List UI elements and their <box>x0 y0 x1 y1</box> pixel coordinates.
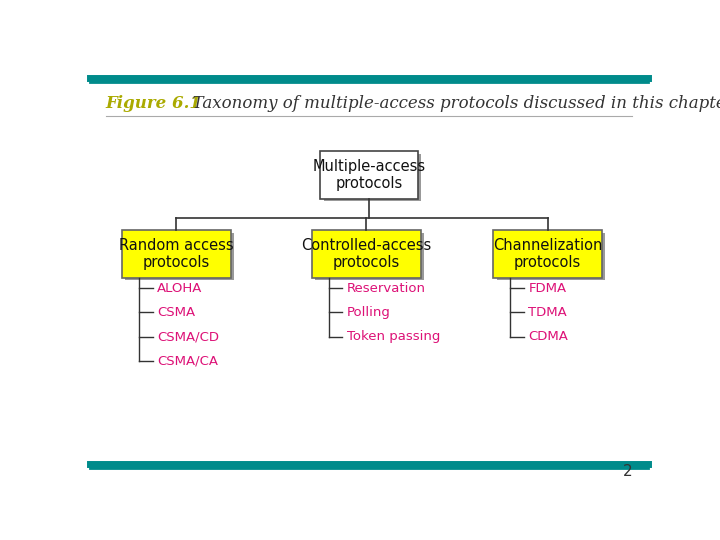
Text: CDMA: CDMA <box>528 330 568 343</box>
FancyBboxPatch shape <box>497 233 606 280</box>
Text: CSMA: CSMA <box>157 306 195 319</box>
Text: Random access
protocols: Random access protocols <box>120 238 234 270</box>
Text: Reservation: Reservation <box>347 282 426 295</box>
Text: FDMA: FDMA <box>528 282 567 295</box>
FancyBboxPatch shape <box>122 230 231 278</box>
FancyBboxPatch shape <box>493 230 602 278</box>
Text: Figure 6.1: Figure 6.1 <box>106 94 202 112</box>
Text: ALOHA: ALOHA <box>157 282 202 295</box>
FancyBboxPatch shape <box>125 233 234 280</box>
Text: Channelization
protocols: Channelization protocols <box>493 238 602 270</box>
Text: CSMA/CA: CSMA/CA <box>157 354 218 367</box>
Text: 2: 2 <box>623 464 632 479</box>
Text: TDMA: TDMA <box>528 306 567 319</box>
Text: CSMA/CD: CSMA/CD <box>157 330 219 343</box>
Text: Multiple-access
protocols: Multiple-access protocols <box>312 159 426 191</box>
FancyBboxPatch shape <box>312 230 420 278</box>
FancyBboxPatch shape <box>320 151 418 199</box>
Text: Token passing: Token passing <box>347 330 441 343</box>
FancyBboxPatch shape <box>315 233 424 280</box>
Text: Polling: Polling <box>347 306 391 319</box>
Text: Controlled-access
protocols: Controlled-access protocols <box>301 238 431 270</box>
FancyBboxPatch shape <box>323 153 421 201</box>
Text: Taxonomy of multiple-access protocols discussed in this chapter: Taxonomy of multiple-access protocols di… <box>182 94 720 112</box>
